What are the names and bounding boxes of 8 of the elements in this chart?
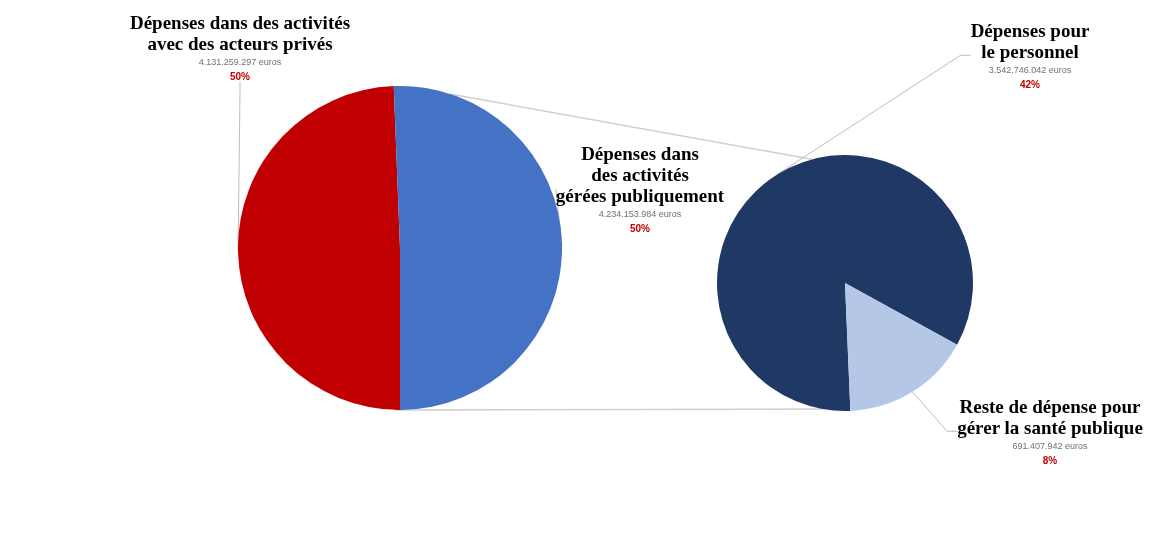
data-label: 691.407.942 euros 8% — [1012, 440, 1089, 466]
data-label: 3.542.746.042 euros 42% — [988, 64, 1072, 90]
slice-label: Reste de dépense pour gérer la santé publique — [957, 396, 1143, 438]
slice-label: Dépenses dans des activités avec des acteurs privés — [129, 12, 351, 54]
slice-label: Dépenses dans des activités gérées publiquement — [555, 143, 725, 206]
data-label: 4.131.259.297 euros 50% — [198, 56, 282, 82]
data-label: 4.234.153.984 euros 50% — [598, 208, 682, 234]
slice-label: Dépenses pour le personnel — [970, 20, 1090, 62]
